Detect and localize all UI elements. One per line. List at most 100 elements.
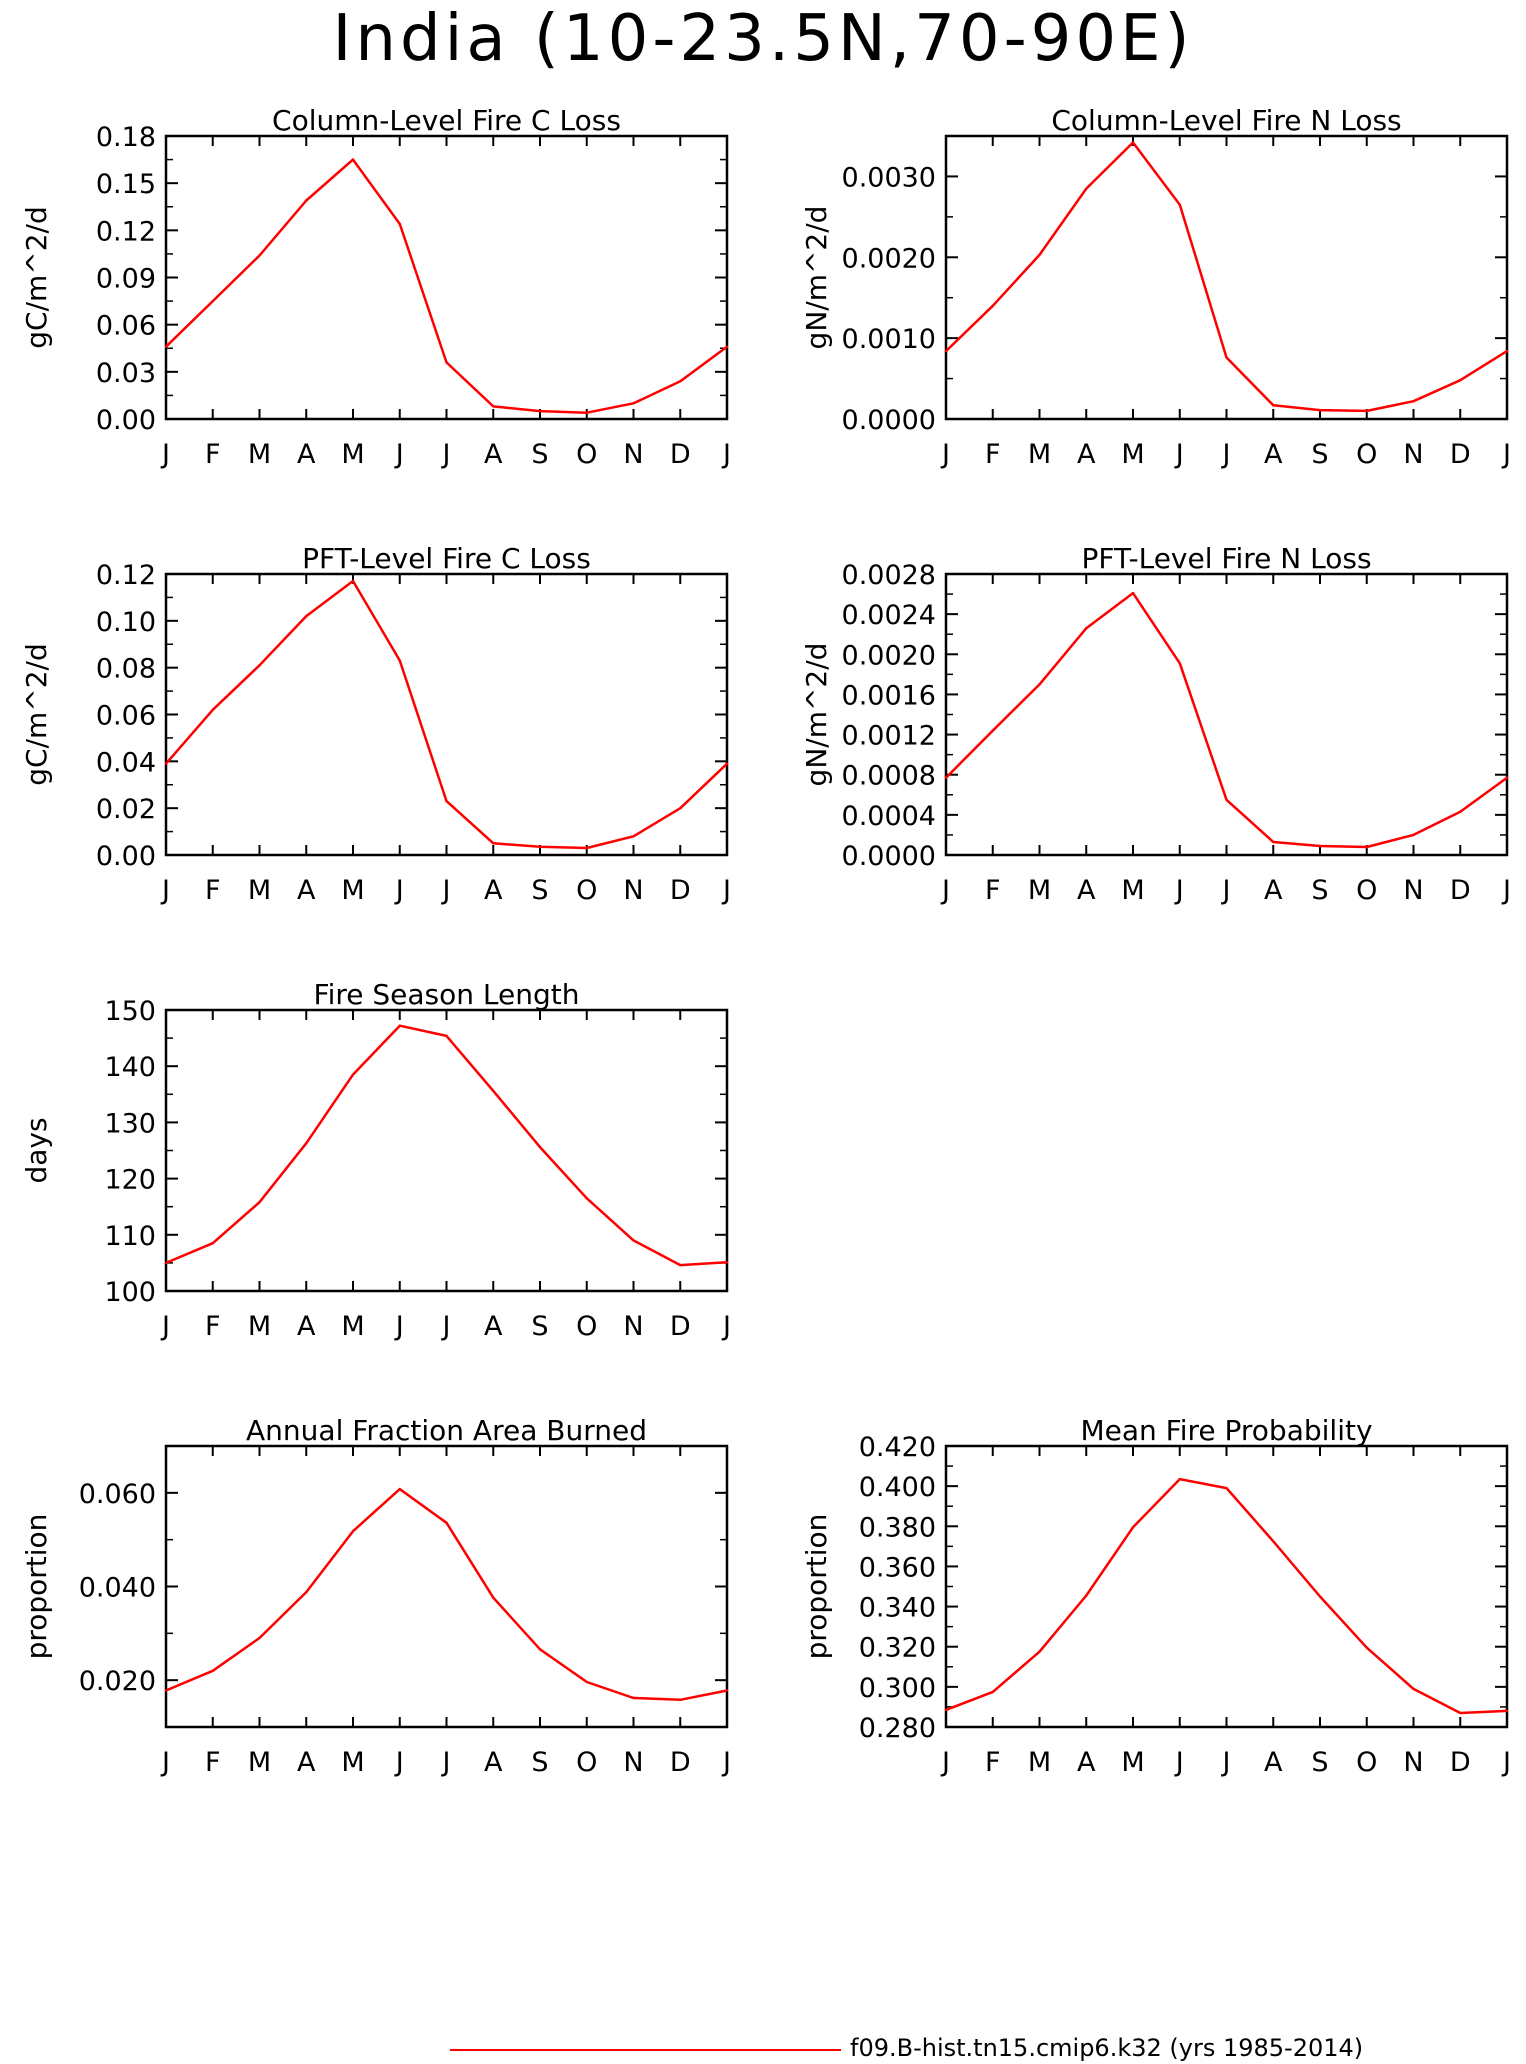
column-n-loss-x-tick-label: J [940,439,950,470]
pft-n-loss-plot-frame [944,572,1509,857]
column-c-loss-x-tick-label: J [394,439,404,470]
fire-season-length-data-point [305,1141,308,1145]
column-n-loss-x-tick-label: D [1450,439,1471,470]
pft-n-loss-x-tick-label: M [1121,875,1144,906]
fraction-area-burned-data-point [164,1689,168,1692]
column-c-loss-data-point [725,345,729,348]
fire-season-length-x-tick-label: A [297,1311,316,1342]
fire-probability-y-axis-label: proportion [800,1514,833,1660]
fire-season-length-x-tick-label: M [341,1311,364,1342]
fire-probability-y-tick-label: 0.300 [859,1673,936,1704]
column-n-loss-x-tick-label: F [985,439,1001,470]
fire-probability-x-tick-label: M [1028,1747,1051,1778]
fire-season-length-series-line [165,1024,728,1267]
column-n-loss-data-point [1225,356,1228,359]
fire-season-length-y-axis-label: days [20,1117,53,1183]
column-c-loss-x-tick-label: M [341,439,364,470]
fire-probability-x-tick-label: J [1501,1747,1511,1778]
fraction-area-burned-data-point [258,1636,261,1640]
pft-n-loss-data-point [1131,591,1135,595]
column-c-loss-y-tick-label: 0.18 [96,122,156,153]
fire-season-length-data-point [492,1089,495,1093]
pft-c-loss-data-point [492,842,495,845]
pft-n-loss-x-tick-label: A [1077,875,1096,906]
fire-season-length-x-tick-label: F [205,1311,221,1342]
column-c-loss-data-point [492,405,495,408]
pft-n-loss-x-tick-label: J [940,875,950,906]
fraction-area-burned-y-tick-label: 0.040 [79,1573,156,1604]
fire-season-length-x-tick-label: M [248,1311,271,1342]
pft-n-loss-x-tick-label: J [1174,875,1184,906]
fire-probability-x-tick-label: A [1264,1747,1283,1778]
pft-c-loss-data-point [258,664,261,667]
fraction-area-burned-x-tick-label: M [248,1747,271,1778]
fire-season-length-plot-frame [164,1008,729,1293]
column-c-loss-data-point [398,222,401,226]
fire-season-length-y-tick-label: 100 [104,1277,156,1308]
pft-c-loss-x-tick-label: J [441,875,451,906]
fire-probability-data-point [1272,1540,1275,1543]
pft-n-loss-y-tick-label: 0.0012 [842,721,936,752]
pft-n-loss-y-tick-label: 0.0028 [842,560,936,591]
pft-c-loss-y-axis-label: gC/m^2/d [20,643,53,786]
fraction-area-burned-x-tick-label: J [441,1747,451,1778]
fire-season-length-x-tick-label: J [394,1311,404,1342]
pft-c-loss-data-point [538,845,542,849]
fire-season-length-data-point [632,1239,635,1242]
pft-n-loss-y-tick-label: 0.0016 [842,680,936,711]
column-c-loss-y-tick-label: 0.15 [96,169,156,200]
column-n-loss-data-point [1085,187,1088,190]
pft-n-loss-y-tick-label: 0.0024 [842,600,936,631]
column-n-loss-y-tick-label: 0.0020 [842,243,936,274]
pft-c-loss-y-tick-label: 0.10 [96,607,156,638]
fire-probability-series-line [945,1477,1508,1715]
column-n-loss-data-point [1131,141,1135,144]
column-n-loss-data-point [944,349,948,353]
fire-season-length-data-point [258,1201,261,1204]
fraction-area-burned-data-point [398,1487,401,1491]
pft-n-loss-data-point [1505,776,1509,779]
column-n-loss-x-tick-label: J [1221,439,1231,470]
column-n-loss-plot-frame [944,134,1509,421]
fire-season-length-data-point [585,1197,588,1200]
pft-n-loss-y-axis-label: gN/m^2/d [800,643,833,787]
fraction-area-burned-data-point [351,1530,355,1533]
pft-n-loss-x-tick-label: N [1403,875,1423,906]
fire-probability-x-tick-label: M [1121,1747,1144,1778]
fire-season-length-data-point [725,1261,729,1264]
fire-probability-x-tick-label: A [1077,1747,1096,1778]
pft-c-loss-data-point [305,614,308,618]
fraction-area-burned-y-axis-label: proportion [20,1514,53,1660]
fire-probability-x-tick-label: N [1403,1747,1423,1778]
fire-probability-x-tick-label: O [1356,1747,1377,1778]
fire-season-length-data-point [538,1145,542,1149]
pft-c-loss-data-point [398,659,401,662]
column-c-loss-data-point [164,345,168,348]
legend-label: f09.B-hist.tn15.cmip6.k32 (yrs 1985-2014… [850,2034,1364,2062]
column-c-loss-title: Column-Level Fire C Loss [272,104,621,137]
pft-c-loss-x-tick-label: M [248,875,271,906]
pft-c-loss-data-point [632,835,635,838]
fire-season-length-x-tick-label: J [441,1311,451,1342]
pft-c-loss-x-tick-label: D [670,875,691,906]
pft-c-loss-title: PFT-Level Fire C Loss [302,542,591,575]
pft-c-loss-x-tick-label: F [205,875,221,906]
pft-c-loss-data-point [445,799,448,803]
fire-season-length-data-point [211,1242,214,1245]
column-n-loss-x-tick-label: A [1077,439,1096,470]
pft-n-loss-title: PFT-Level Fire N Loss [1081,542,1371,575]
pft-n-loss-x-tick-label: F [985,875,1001,906]
column-c-loss-y-axis-label: gC/m^2/d [20,206,53,349]
pft-c-loss-x-tick-label: J [394,875,404,906]
fire-probability-x-tick-label: J [940,1747,950,1778]
fire-season-length-x-tick-label: J [721,1311,731,1342]
fraction-area-burned-data-point [632,1696,635,1700]
column-c-loss-y-tick-label: 0.03 [96,358,156,389]
pft-n-loss-y-tick-label: 0.0004 [842,801,936,832]
pft-n-loss-y-tick-label: 0.0008 [842,761,936,792]
column-n-loss-y-tick-label: 0.0030 [842,162,936,193]
fire-season-length-title: Fire Season Length [314,978,580,1011]
